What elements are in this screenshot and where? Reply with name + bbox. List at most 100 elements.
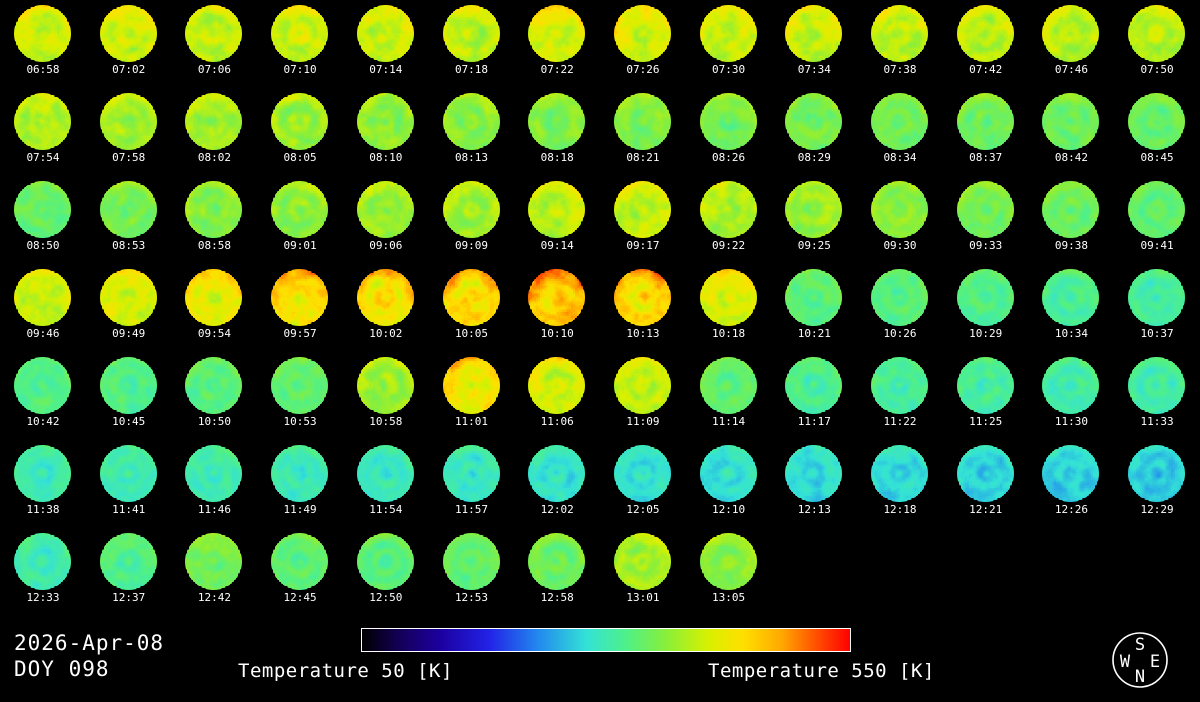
disk-frame[interactable]: 07:26 xyxy=(600,0,686,88)
disk-frame[interactable]: 12:45 xyxy=(257,528,343,616)
disk-image[interactable] xyxy=(1128,181,1186,238)
disk-frame[interactable]: 09:06 xyxy=(343,176,429,264)
disk-image[interactable] xyxy=(271,445,329,502)
disk-frame[interactable]: 12:37 xyxy=(86,528,172,616)
disk-image[interactable] xyxy=(528,93,586,150)
disk-frame[interactable]: 08:42 xyxy=(1028,88,1114,176)
disk-frame[interactable]: 11:33 xyxy=(1114,352,1200,440)
disk-frame[interactable]: 09:14 xyxy=(514,176,600,264)
disk-image[interactable] xyxy=(528,357,586,414)
disk-frame[interactable]: 08:05 xyxy=(257,88,343,176)
disk-image[interactable] xyxy=(356,181,414,238)
disk-image[interactable] xyxy=(871,357,928,414)
disk-frame[interactable]: 11:41 xyxy=(86,440,172,528)
disk-image[interactable] xyxy=(1042,181,1100,238)
disk-image[interactable] xyxy=(14,533,71,590)
disk-image[interactable] xyxy=(99,93,157,150)
disk-frame[interactable]: 08:50 xyxy=(0,176,86,264)
disk-frame[interactable]: 11:54 xyxy=(343,440,429,528)
disk-image[interactable] xyxy=(356,269,414,326)
disk-image[interactable] xyxy=(699,181,757,238)
disk-image[interactable] xyxy=(956,5,1014,62)
disk-image[interactable] xyxy=(99,181,157,238)
disk-image[interactable] xyxy=(1128,93,1186,150)
disk-image[interactable] xyxy=(442,5,500,62)
disk-frame[interactable]: 09:25 xyxy=(771,176,857,264)
disk-frame[interactable]: 13:01 xyxy=(600,528,686,616)
disk-image[interactable] xyxy=(1042,93,1100,150)
disk-frame[interactable]: 10:45 xyxy=(86,352,172,440)
disk-frame[interactable]: 07:06 xyxy=(171,0,257,88)
disk-image[interactable] xyxy=(271,533,329,590)
disk-image[interactable] xyxy=(871,5,928,62)
disk-image[interactable] xyxy=(14,269,71,326)
disk-frame[interactable]: 07:54 xyxy=(0,88,86,176)
disk-image[interactable] xyxy=(356,5,414,62)
disk-frame[interactable]: 11:01 xyxy=(429,352,515,440)
disk-frame[interactable]: 12:05 xyxy=(600,440,686,528)
disk-frame[interactable]: 12:10 xyxy=(686,440,772,528)
disk-frame[interactable]: 06:58 xyxy=(0,0,86,88)
disk-image[interactable] xyxy=(528,269,586,326)
disk-frame[interactable]: 08:34 xyxy=(857,88,943,176)
disk-frame[interactable]: 08:26 xyxy=(686,88,772,176)
disk-image[interactable] xyxy=(699,93,757,150)
disk-image[interactable] xyxy=(528,533,586,590)
disk-frame[interactable]: 09:57 xyxy=(257,264,343,352)
disk-image[interactable] xyxy=(871,269,928,326)
disk-frame[interactable]: 08:13 xyxy=(429,88,515,176)
disk-image[interactable] xyxy=(613,93,671,150)
disk-image[interactable] xyxy=(99,445,157,502)
disk-image[interactable] xyxy=(99,357,157,414)
disk-image[interactable] xyxy=(185,5,243,62)
disk-image[interactable] xyxy=(1042,445,1100,502)
disk-frame[interactable]: 11:25 xyxy=(943,352,1029,440)
disk-frame[interactable]: 09:17 xyxy=(600,176,686,264)
disk-frame[interactable]: 07:50 xyxy=(1114,0,1200,88)
disk-frame[interactable]: 12:13 xyxy=(771,440,857,528)
disk-image[interactable] xyxy=(528,445,586,502)
disk-frame[interactable]: 07:42 xyxy=(943,0,1029,88)
disk-frame[interactable]: 12:53 xyxy=(429,528,515,616)
disk-image[interactable] xyxy=(356,93,414,150)
disk-image[interactable] xyxy=(528,181,586,238)
disk-image[interactable] xyxy=(785,93,843,150)
disk-image[interactable] xyxy=(956,357,1014,414)
disk-image[interactable] xyxy=(185,445,243,502)
disk-frame[interactable]: 10:10 xyxy=(514,264,600,352)
disk-frame[interactable]: 10:42 xyxy=(0,352,86,440)
disk-frame[interactable]: 09:54 xyxy=(171,264,257,352)
disk-image[interactable] xyxy=(1042,269,1100,326)
disk-frame[interactable]: 11:17 xyxy=(771,352,857,440)
disk-frame[interactable]: 12:18 xyxy=(857,440,943,528)
disk-image[interactable] xyxy=(356,533,414,590)
disk-image[interactable] xyxy=(871,93,928,150)
disk-image[interactable] xyxy=(699,357,757,414)
disk-image[interactable] xyxy=(956,269,1014,326)
disk-image[interactable] xyxy=(14,181,71,238)
disk-image[interactable] xyxy=(185,181,243,238)
disk-frame[interactable]: 13:05 xyxy=(686,528,772,616)
disk-frame[interactable]: 12:26 xyxy=(1028,440,1114,528)
disk-image[interactable] xyxy=(99,5,157,62)
disk-image[interactable] xyxy=(785,269,843,326)
disk-frame[interactable]: 10:29 xyxy=(943,264,1029,352)
disk-frame[interactable]: 11:38 xyxy=(0,440,86,528)
disk-image[interactable] xyxy=(956,93,1014,150)
disk-image[interactable] xyxy=(1128,445,1186,502)
disk-frame[interactable]: 07:02 xyxy=(86,0,172,88)
disk-image[interactable] xyxy=(442,533,500,590)
disk-frame[interactable]: 09:33 xyxy=(943,176,1029,264)
disk-frame[interactable]: 08:58 xyxy=(171,176,257,264)
disk-frame[interactable]: 11:30 xyxy=(1028,352,1114,440)
disk-image[interactable] xyxy=(613,269,671,326)
disk-frame[interactable]: 10:21 xyxy=(771,264,857,352)
disk-image[interactable] xyxy=(442,93,500,150)
disk-frame[interactable]: 07:46 xyxy=(1028,0,1114,88)
disk-image[interactable] xyxy=(442,445,500,502)
disk-frame[interactable]: 11:49 xyxy=(257,440,343,528)
disk-frame[interactable]: 07:58 xyxy=(86,88,172,176)
disk-frame[interactable]: 10:58 xyxy=(343,352,429,440)
disk-frame[interactable]: 07:38 xyxy=(857,0,943,88)
disk-frame[interactable]: 11:46 xyxy=(171,440,257,528)
